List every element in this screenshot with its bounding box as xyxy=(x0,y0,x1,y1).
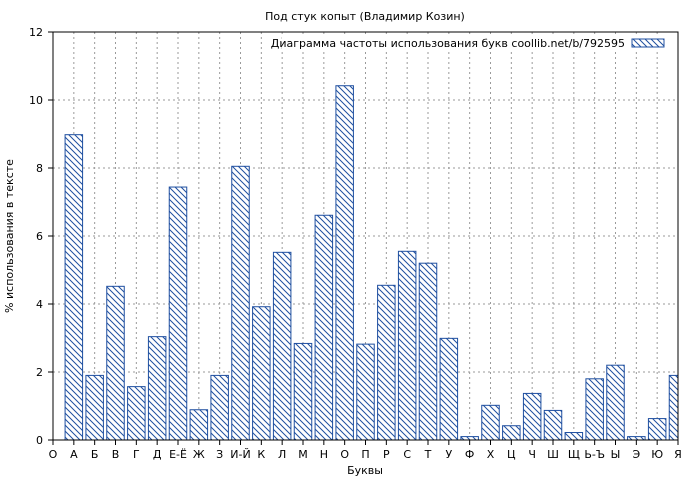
y-tick-label: 0 xyxy=(36,434,43,447)
x-tick-label: Э xyxy=(632,448,640,461)
y-axis-label: % использования в тексте xyxy=(3,159,16,313)
bar-У xyxy=(439,337,459,441)
bar-Ж xyxy=(189,409,209,441)
legend-label: Диаграмма частоты использования букв coo… xyxy=(271,37,625,50)
x-tick-label: О xyxy=(49,448,58,461)
bar-О xyxy=(335,85,354,441)
bar-Ю xyxy=(647,418,667,441)
x-tick-label: Щ xyxy=(568,448,580,461)
x-axis: О А Б В Г Д Е-Ё Ж З И-Й К Л М Н О П Р С Т У Ф Х Ц Ч Ш Щ Ь-Ъ Ы Э Ю Я xyxy=(49,440,682,461)
bar-Ц xyxy=(502,425,521,441)
bar-Я xyxy=(668,374,679,441)
x-tick-label: Ш xyxy=(547,448,559,461)
bar-Б xyxy=(85,374,104,441)
bar-Н xyxy=(314,214,334,441)
x-tick-label: Ч xyxy=(528,448,536,461)
x-tick-label: Я xyxy=(674,448,682,461)
y-tick-label: 8 xyxy=(36,162,43,175)
bar-З xyxy=(210,374,229,441)
legend-swatch xyxy=(631,38,665,48)
bar-К xyxy=(252,306,271,441)
y-tick-label: 12 xyxy=(29,26,43,39)
x-tick-label: К xyxy=(257,448,265,461)
chart-title: Под стук копыт (Владимир Козин) xyxy=(265,10,465,23)
x-tick-label: Ф xyxy=(465,448,474,461)
x-tick-label: П xyxy=(361,448,369,461)
bar-Ч xyxy=(522,392,542,441)
bar-П xyxy=(356,343,375,441)
y-tick-label: 2 xyxy=(36,366,43,379)
x-tick-label: У xyxy=(445,448,452,461)
x-tick-label: Н xyxy=(320,448,328,461)
y-tick-label: 10 xyxy=(29,94,43,107)
x-tick-label: Ь-Ъ xyxy=(584,448,605,461)
x-tick-label: Р xyxy=(383,448,390,461)
x-tick-label: И-Й xyxy=(230,448,250,461)
y-tick-label: 6 xyxy=(36,230,43,243)
x-tick-label: Х xyxy=(487,448,495,461)
bar-А xyxy=(64,134,84,441)
legend-background xyxy=(282,36,674,50)
bar-Т xyxy=(418,262,438,441)
y-axis: 0 2 4 6 8 10 12 xyxy=(29,26,53,447)
x-tick-label: Г xyxy=(133,448,140,461)
bar-С xyxy=(397,250,417,441)
x-tick-label: О xyxy=(340,448,349,461)
x-axis-label: Буквы xyxy=(347,464,383,477)
x-tick-label: С xyxy=(403,448,411,461)
x-tick-label: М xyxy=(298,448,308,461)
bar-В xyxy=(106,285,125,441)
x-tick-label: Б xyxy=(91,448,99,461)
x-tick-label: Е-Ё xyxy=(169,448,187,461)
bar-М xyxy=(293,342,313,441)
x-tick-label: З xyxy=(216,448,223,461)
bars xyxy=(64,85,679,441)
x-tick-label: Д xyxy=(153,448,162,461)
x-tick-label: Т xyxy=(424,448,432,461)
x-tick-label: Ы xyxy=(611,448,621,461)
x-tick-label: А xyxy=(70,448,78,461)
bar-Ь-Ъ xyxy=(585,378,604,441)
bar-Ш xyxy=(543,409,563,441)
bar-Ф xyxy=(460,436,479,441)
bar-Д xyxy=(147,336,167,441)
x-tick-label: В xyxy=(112,448,120,461)
bar-Ы xyxy=(606,364,625,441)
x-tick-label: Ц xyxy=(507,448,516,461)
bar-Э xyxy=(627,436,646,441)
bar-Щ xyxy=(564,432,584,441)
bar-Е-Ё xyxy=(168,186,188,441)
bar-Р xyxy=(377,284,396,441)
y-tick-label: 4 xyxy=(36,298,43,311)
bar-Х xyxy=(481,404,500,441)
x-tick-label: Ж xyxy=(193,448,205,461)
bar-И-Й xyxy=(231,165,250,441)
x-tick-label: Л xyxy=(278,448,286,461)
bar-Г xyxy=(127,386,146,441)
x-tick-label: Ю xyxy=(651,448,663,461)
bar-Л xyxy=(272,251,292,441)
legend: Диаграмма частоты использования букв coo… xyxy=(271,36,674,50)
